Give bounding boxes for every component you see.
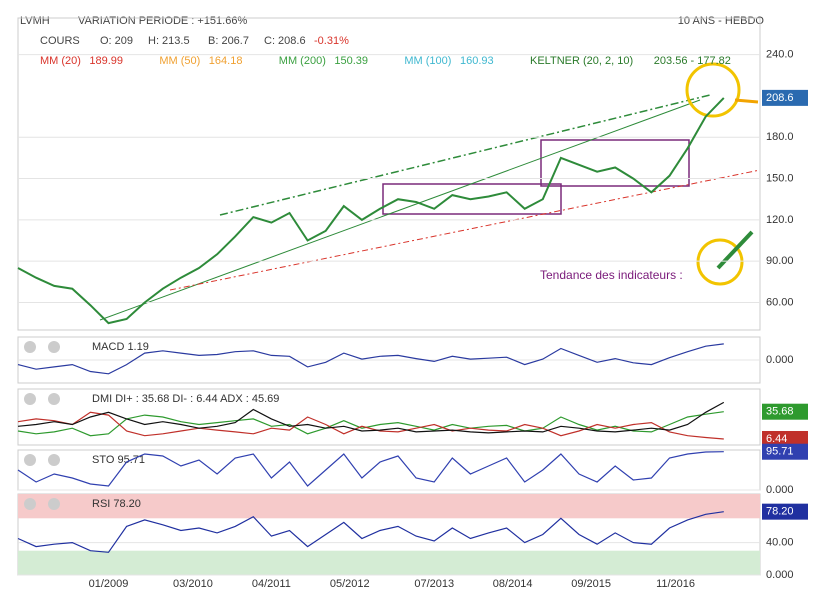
quote-item: C: 208.6 (264, 35, 306, 47)
x-tick-label: 04/2011 (252, 578, 291, 590)
panel-title: STO 95.71 (92, 454, 145, 466)
series-line (17, 511, 724, 553)
quote-item: H: 213.5 (148, 35, 190, 47)
series-line (17, 97, 725, 325)
quote-item: B: 206.7 (208, 35, 249, 47)
y-tick-label: 0.000 (766, 569, 794, 581)
panel-title: MACD 1.19 (92, 341, 149, 353)
y-tick-label: 180.0 (766, 131, 794, 143)
x-tick-label: 09/2015 (571, 578, 611, 590)
icon-gear (48, 498, 60, 510)
y-tick-label: 150.0 (766, 172, 794, 184)
series-line (17, 451, 724, 487)
indicator-value: 160.93 (460, 55, 494, 67)
variation: VARIATION PERIODE : +151.66% (78, 15, 247, 27)
quote-item: -0.31% (314, 35, 349, 47)
indicator-value: 189.99 (89, 55, 123, 67)
x-tick-label: 07/2013 (414, 578, 454, 590)
oversold-zone (18, 550, 760, 575)
y-tick-label: 40.00 (766, 537, 794, 549)
last-value-tag (762, 503, 808, 520)
icon-gear (48, 393, 60, 405)
x-tick-label: 11/2016 (656, 578, 695, 590)
last-value-tag (762, 89, 808, 106)
indicator-name: KELTNER (20, 2, 10) (530, 55, 633, 67)
last-value-tag (762, 430, 808, 447)
panel-frame (17, 388, 761, 446)
x-tick-label: 08/2014 (493, 578, 533, 590)
last-value-label: 6.44 (766, 433, 787, 445)
panel-frame (17, 17, 761, 331)
icon-gear (48, 341, 60, 353)
panel: 40.00 0.000 RSI 78.20 78.20 (17, 493, 808, 581)
indicator-value: 203.56 - 177.82 (654, 55, 731, 67)
panel-title: RSI 78.20 (92, 498, 141, 510)
indicator-name: MM (50) (159, 55, 200, 67)
panel: 0.000 STO 95.71 95.71 (17, 443, 808, 496)
icon-gear (48, 454, 60, 466)
drawings (99, 62, 761, 321)
indicator-value: 150.39 (334, 55, 368, 67)
indicator-value: 164.18 (209, 55, 243, 67)
panel-title: DMI DI+ : 35.68 DI- : 6.44 ADX : 45.69 (92, 393, 279, 405)
x-tick-label: 05/2012 (330, 578, 370, 590)
y-tick-label: 0.000 (766, 354, 794, 366)
quote-item: COURS (40, 35, 80, 47)
last-value-label: 95.71 (766, 446, 794, 458)
series-line (17, 343, 724, 375)
indicator-name: MM (200) (279, 55, 326, 67)
series-line (17, 411, 724, 437)
quote-item: O: 209 (100, 35, 133, 47)
y-tick-label: 60.00 (766, 296, 794, 308)
panel: 240.0 180.0 150.0 120.0 90.00 60.00 208.6 (17, 17, 808, 331)
period: 10 ANS - HEBDO (678, 15, 765, 27)
icon-x (24, 393, 36, 405)
icon-x (24, 454, 36, 466)
y-tick-label: 120.0 (766, 214, 794, 226)
annotation: Tendance des indicateurs : (540, 268, 683, 282)
x-tick-label: 03/2010 (173, 578, 213, 590)
panel: DMI DI+ : 35.68 DI- : 6.44 ADX : 45.69 35… (17, 388, 808, 447)
icon-x (24, 341, 36, 353)
last-value-label: 208.6 (766, 92, 794, 104)
overbought-zone (18, 494, 760, 519)
y-tick-label: 0.000 (766, 484, 794, 496)
symbol: LVMH (20, 15, 50, 27)
last-value-label: 35.68 (766, 406, 794, 418)
series-line (17, 411, 724, 440)
last-value-tag (762, 443, 808, 460)
icon-x (24, 498, 36, 510)
last-value-tag (762, 403, 808, 420)
x-tick-label: 01/2009 (89, 578, 129, 590)
indicator-name: MM (20) (40, 55, 81, 67)
indicator-name: MM (100) (404, 55, 451, 67)
last-value-label: 78.20 (766, 506, 794, 518)
series-line (17, 401, 725, 434)
y-tick-label: 90.00 (766, 255, 794, 267)
panel: 0.000 MACD 1.19 (17, 336, 794, 384)
y-tick-label: 240.0 (766, 49, 794, 61)
